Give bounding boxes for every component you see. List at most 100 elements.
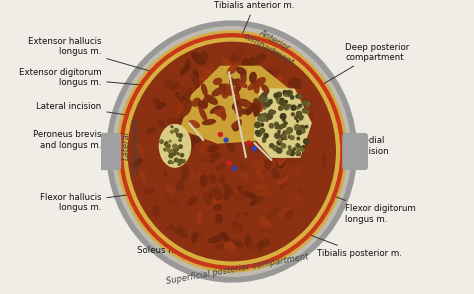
Ellipse shape [235, 93, 240, 107]
Ellipse shape [223, 84, 233, 93]
Ellipse shape [153, 206, 160, 216]
Ellipse shape [226, 88, 237, 95]
Ellipse shape [245, 235, 251, 248]
Ellipse shape [258, 101, 264, 109]
Circle shape [166, 149, 169, 151]
Ellipse shape [174, 126, 181, 133]
Circle shape [296, 95, 299, 98]
Ellipse shape [154, 99, 161, 106]
Circle shape [273, 111, 275, 113]
Circle shape [283, 131, 286, 133]
Ellipse shape [285, 126, 293, 133]
Ellipse shape [244, 131, 257, 140]
Ellipse shape [240, 213, 244, 222]
Ellipse shape [241, 71, 246, 83]
Ellipse shape [157, 162, 163, 173]
Ellipse shape [259, 189, 271, 196]
Ellipse shape [214, 70, 223, 78]
Circle shape [281, 98, 284, 102]
Circle shape [255, 122, 260, 128]
Ellipse shape [189, 121, 199, 128]
Ellipse shape [262, 203, 273, 211]
Ellipse shape [188, 138, 196, 148]
Ellipse shape [167, 153, 177, 161]
Ellipse shape [272, 108, 277, 121]
Circle shape [164, 148, 166, 151]
Ellipse shape [254, 108, 260, 118]
Ellipse shape [200, 51, 207, 65]
Ellipse shape [304, 153, 309, 162]
Ellipse shape [214, 99, 219, 112]
Circle shape [287, 128, 292, 133]
Ellipse shape [288, 193, 296, 201]
Ellipse shape [264, 88, 273, 94]
Ellipse shape [277, 159, 285, 168]
Ellipse shape [151, 199, 156, 207]
Ellipse shape [198, 228, 202, 239]
Circle shape [281, 134, 286, 140]
Ellipse shape [185, 59, 190, 71]
Circle shape [247, 141, 251, 145]
Ellipse shape [270, 136, 280, 144]
Ellipse shape [267, 208, 279, 219]
Ellipse shape [276, 110, 285, 119]
Ellipse shape [124, 38, 339, 265]
Ellipse shape [258, 91, 268, 101]
Ellipse shape [176, 181, 184, 193]
Ellipse shape [149, 171, 157, 177]
Ellipse shape [182, 164, 188, 172]
Ellipse shape [166, 184, 176, 196]
Circle shape [263, 97, 266, 101]
Circle shape [255, 131, 259, 134]
Ellipse shape [187, 101, 192, 110]
Circle shape [289, 104, 291, 106]
Ellipse shape [250, 72, 256, 83]
Circle shape [179, 134, 182, 138]
Circle shape [264, 133, 268, 138]
Ellipse shape [192, 98, 200, 106]
Circle shape [302, 146, 305, 149]
Circle shape [265, 97, 267, 99]
Ellipse shape [233, 123, 239, 131]
Ellipse shape [295, 142, 305, 150]
Ellipse shape [253, 87, 260, 99]
Ellipse shape [201, 68, 209, 75]
Ellipse shape [181, 169, 187, 180]
Ellipse shape [214, 92, 223, 99]
Circle shape [296, 144, 300, 147]
Circle shape [172, 162, 173, 164]
Ellipse shape [135, 145, 145, 153]
Ellipse shape [179, 109, 190, 118]
Ellipse shape [173, 121, 181, 128]
Ellipse shape [264, 159, 271, 169]
Ellipse shape [229, 244, 235, 253]
Ellipse shape [280, 219, 287, 227]
Ellipse shape [257, 243, 262, 251]
Ellipse shape [255, 183, 266, 190]
Ellipse shape [205, 95, 218, 104]
Circle shape [297, 120, 299, 122]
Circle shape [275, 122, 278, 126]
Circle shape [284, 105, 289, 110]
Ellipse shape [226, 131, 237, 137]
Ellipse shape [185, 135, 190, 147]
Text: Lateral incision: Lateral incision [36, 102, 178, 123]
Ellipse shape [117, 31, 346, 272]
Ellipse shape [160, 159, 167, 169]
Ellipse shape [292, 89, 299, 98]
Circle shape [273, 146, 278, 151]
Circle shape [160, 140, 163, 143]
Ellipse shape [262, 73, 270, 85]
Ellipse shape [173, 134, 183, 141]
Ellipse shape [200, 143, 210, 153]
Ellipse shape [205, 181, 219, 185]
Circle shape [288, 146, 291, 148]
Circle shape [282, 125, 284, 127]
Circle shape [291, 96, 294, 99]
Circle shape [298, 146, 301, 149]
Ellipse shape [133, 159, 142, 166]
Ellipse shape [246, 105, 255, 115]
Circle shape [302, 108, 307, 113]
Ellipse shape [239, 109, 250, 114]
Ellipse shape [213, 196, 223, 203]
